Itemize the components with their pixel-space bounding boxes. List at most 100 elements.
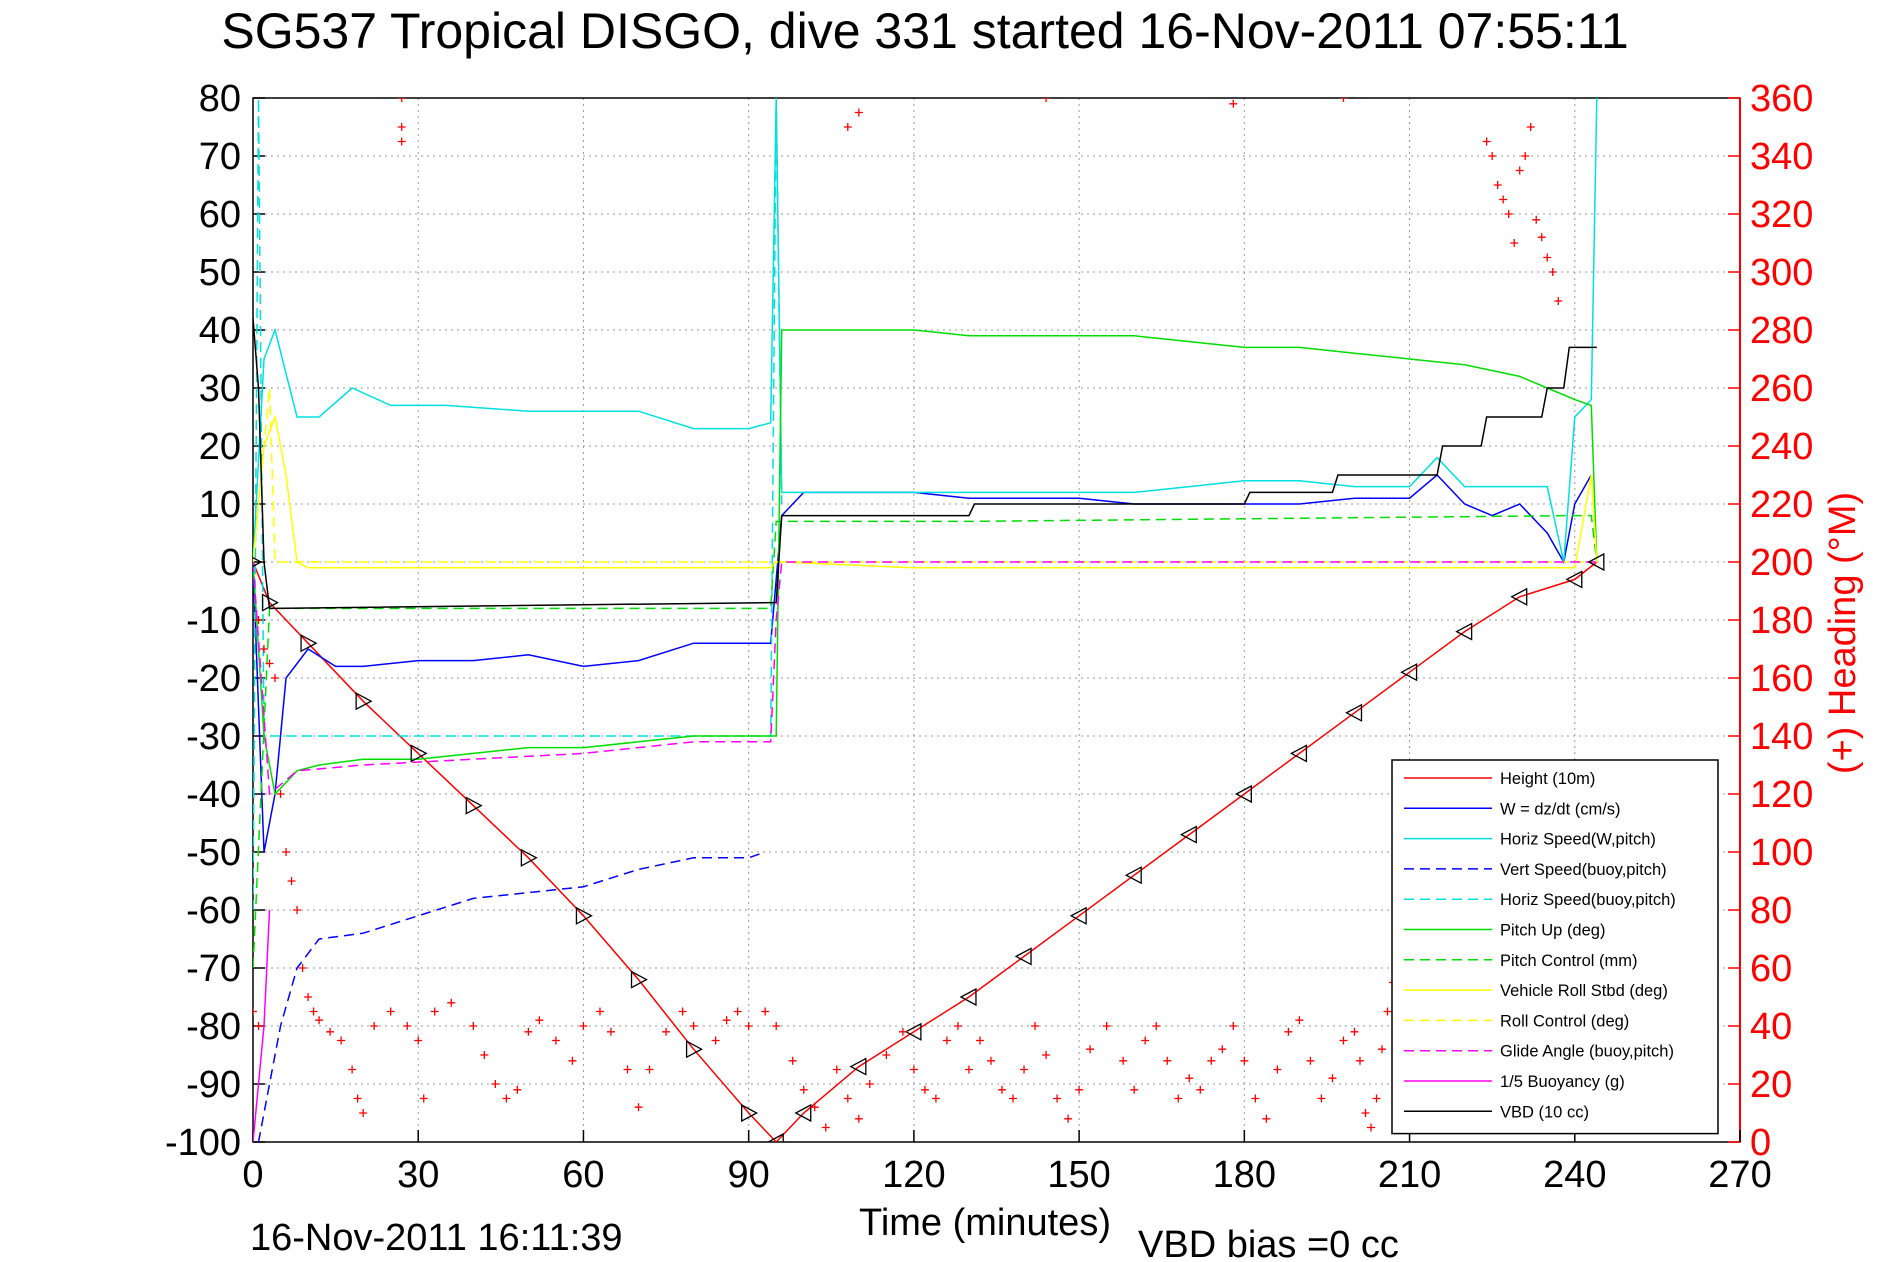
series-group	[253, 98, 1605, 1142]
heading-point	[1185, 1074, 1194, 1083]
plot-area: 0 30 60 90 120 150 180 210 240 270-100-90-80-70-6…	[165, 78, 1813, 1196]
heading-point	[1229, 99, 1238, 108]
heading-point	[810, 1103, 819, 1112]
chart-title: SG537 Tropical DISGO, dive 331 started 1…	[221, 3, 1628, 59]
legend-entry: VBD (10 cc)	[1500, 1103, 1589, 1121]
y-tick-label: 10	[199, 484, 241, 526]
height-marker	[1124, 866, 1142, 885]
heading-point	[1493, 181, 1502, 189]
heading-point	[298, 964, 307, 972]
heading-point	[326, 1027, 335, 1036]
heading-point	[942, 1036, 951, 1045]
y-tick-label: 60	[199, 194, 241, 236]
heading-point	[1350, 1027, 1359, 1036]
heading-point	[1119, 1056, 1128, 1065]
heading-point	[1306, 1056, 1315, 1065]
heading-point	[1240, 1056, 1249, 1065]
series-line-7	[253, 414, 1598, 569]
legend-entry: Vehicle Roll Stbd (deg)	[1500, 982, 1668, 1000]
right-tick-label: 40	[1750, 1006, 1792, 1048]
height-marker	[1510, 587, 1528, 606]
right-tick-label: 160	[1750, 658, 1813, 700]
heading-point	[854, 108, 863, 117]
heading-point	[909, 1065, 918, 1074]
heading-point	[1378, 1045, 1387, 1054]
x-tick-label: 30	[397, 1154, 439, 1196]
heading-point	[370, 1022, 379, 1030]
height-marker	[794, 1103, 812, 1123]
heading-point	[1532, 215, 1541, 224]
y-tick-label: -30	[186, 716, 241, 758]
heading-point	[1372, 1094, 1381, 1103]
height-marker	[1069, 906, 1087, 925]
y-tick-label: 80	[199, 78, 241, 120]
y-tick-label: -80	[186, 1006, 241, 1048]
height-marker	[1290, 744, 1308, 763]
footer-vbd-bias: VBD bias =0 cc	[1138, 1224, 1399, 1262]
heading-point	[986, 1056, 995, 1065]
heading-point	[931, 1094, 940, 1103]
height-marker	[355, 692, 373, 711]
heading-point	[480, 1051, 489, 1059]
series-line-1	[253, 473, 1592, 853]
y-tick-label: 0	[220, 542, 241, 584]
x-tick-label: 180	[1213, 1154, 1276, 1196]
heading-point	[1499, 195, 1508, 204]
height-marker	[1345, 703, 1363, 722]
y-tick-label: -10	[186, 600, 241, 642]
height-marker	[465, 796, 483, 815]
heading-point	[260, 645, 269, 653]
height-marker	[1587, 552, 1605, 572]
heading-point	[1229, 1022, 1238, 1030]
height-marker	[1565, 570, 1583, 589]
right-tick-label: 60	[1750, 948, 1792, 990]
heading-point	[1317, 1094, 1326, 1103]
heading-point	[1537, 233, 1546, 242]
heading-point	[1510, 239, 1519, 247]
right-axis-label: (+) Heading (°M)	[1822, 492, 1864, 774]
right-tick-label: 360	[1750, 78, 1813, 120]
heading-point	[898, 1027, 907, 1036]
heading-point	[1504, 210, 1513, 218]
heading-point	[1196, 1085, 1205, 1094]
heading-point	[998, 1085, 1007, 1094]
heading-point	[865, 1080, 874, 1088]
x-tick-label: 0	[242, 1154, 263, 1196]
heading-point	[1367, 1123, 1375, 1132]
heading-point	[882, 1051, 891, 1059]
heading-point	[1515, 166, 1524, 175]
heading-point	[359, 1109, 368, 1117]
heading-point	[678, 1007, 687, 1016]
y-tick-label: 50	[199, 252, 241, 294]
right-tick-label: 300	[1750, 252, 1813, 294]
heading-point	[397, 137, 406, 146]
heading-point	[843, 1094, 852, 1103]
y-tick-label: -20	[186, 658, 241, 700]
heading-point	[397, 98, 406, 102]
heading-point	[1086, 1045, 1095, 1054]
heading-point	[265, 659, 274, 668]
right-tick-label: 220	[1750, 484, 1813, 526]
series-line-2	[253, 98, 1598, 563]
heading-point	[535, 1016, 544, 1025]
heading-point	[1521, 152, 1530, 160]
legend-entry: Horiz Speed(W,pitch)	[1500, 831, 1656, 849]
x-tick-label: 120	[882, 1154, 945, 1196]
y-tick-label: -40	[186, 774, 241, 816]
heading-point	[1020, 1065, 1029, 1074]
heading-point	[253, 1007, 257, 1016]
heading-point	[1064, 1114, 1073, 1123]
heading-point	[1361, 1109, 1370, 1117]
right-tick-label: 200	[1750, 542, 1813, 584]
heading-point	[1355, 1056, 1364, 1065]
heading-point	[348, 1065, 357, 1074]
height-marker	[904, 1022, 922, 1041]
heading-point	[1328, 1074, 1337, 1083]
heading-point	[595, 1007, 604, 1016]
heading-point	[761, 1007, 770, 1016]
height-marker	[410, 744, 428, 763]
heading-point	[271, 674, 280, 682]
y-tick-label: 70	[199, 136, 241, 178]
heading-point	[502, 1094, 511, 1103]
